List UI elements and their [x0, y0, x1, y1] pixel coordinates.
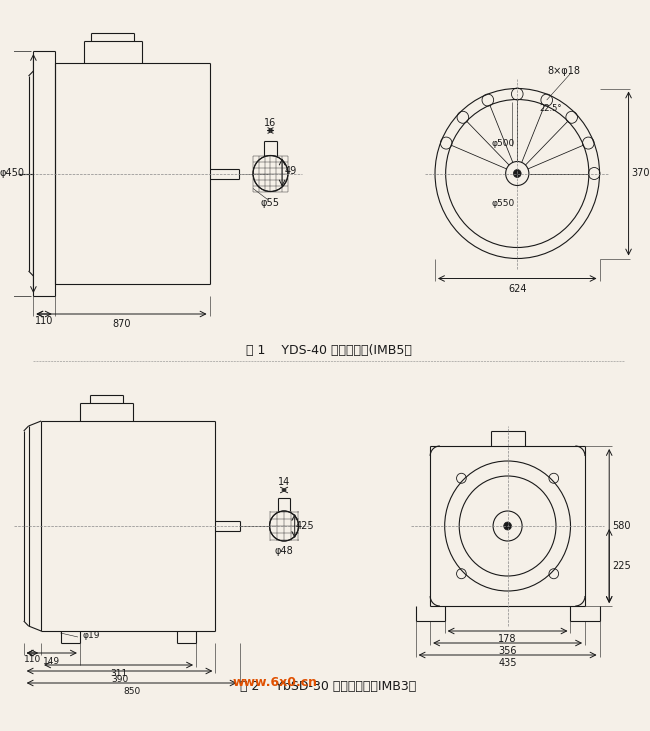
Text: 311: 311: [110, 669, 127, 678]
Circle shape: [514, 170, 521, 178]
Text: 370: 370: [631, 169, 649, 178]
Text: 425: 425: [296, 521, 315, 531]
Text: φ500: φ500: [491, 139, 514, 148]
Text: 16: 16: [265, 118, 277, 129]
Text: 22.5°: 22.5°: [540, 104, 562, 113]
Text: φ550: φ550: [491, 199, 514, 208]
Text: 14: 14: [278, 477, 290, 487]
Text: 49: 49: [285, 165, 297, 175]
Text: 624: 624: [508, 284, 526, 294]
Text: 149: 149: [44, 656, 60, 665]
Text: 390: 390: [111, 675, 128, 683]
Circle shape: [504, 522, 512, 530]
Text: 图 2    YbSD-30 外形尺寸图（IMB3）: 图 2 YbSD-30 外形尺寸图（IMB3）: [240, 680, 417, 692]
Text: www.6x0.cn: www.6x0.cn: [233, 676, 318, 689]
Text: φ55: φ55: [261, 199, 280, 208]
Text: 356: 356: [499, 646, 517, 656]
Text: 图 1    YDS-40 外形尺寸图(IMB5）: 图 1 YDS-40 外形尺寸图(IMB5）: [246, 344, 411, 357]
Text: φ19: φ19: [83, 632, 100, 640]
Text: 110: 110: [24, 656, 41, 664]
Text: 225: 225: [612, 561, 631, 571]
Text: 8×φ18: 8×φ18: [547, 66, 580, 75]
Text: 850: 850: [123, 686, 140, 695]
Text: 580: 580: [612, 521, 631, 531]
Text: 110: 110: [35, 316, 53, 326]
Text: φ48: φ48: [275, 546, 293, 556]
Text: 435: 435: [499, 658, 517, 668]
Text: 178: 178: [499, 634, 517, 644]
Text: φ450: φ450: [0, 169, 25, 178]
Text: 870: 870: [112, 319, 131, 329]
